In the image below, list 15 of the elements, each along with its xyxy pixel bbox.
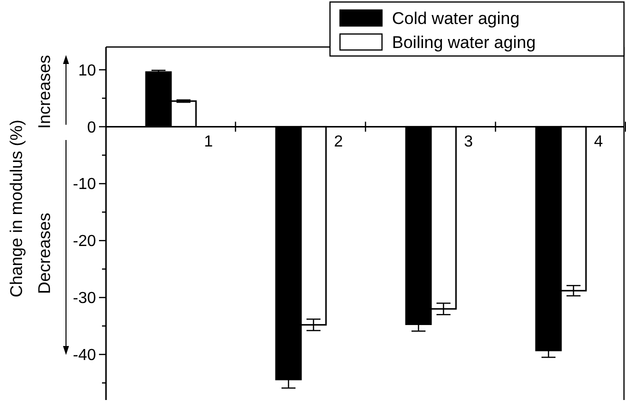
text: Increases	[35, 55, 54, 129]
x-tick-label: 3	[464, 134, 473, 151]
text: Decreases	[35, 212, 54, 294]
y-tick-label: 0	[87, 119, 96, 136]
y-tick-label: -30	[72, 290, 96, 308]
y-tick-label: -10	[72, 176, 96, 194]
x-tick-label: 4	[594, 134, 603, 151]
y-tick-label: -40	[72, 347, 96, 364]
y-tick-label: 10	[78, 62, 96, 80]
y-axis-title: Change in modulus (%)	[7, 120, 26, 298]
y-tick-label: -20	[72, 233, 96, 250]
legend-label: Cold water aging	[392, 8, 520, 28]
x-tick-label: 1	[204, 134, 213, 151]
legend-label: Boiling water aging	[392, 32, 536, 52]
x-tick-label: 2	[334, 134, 343, 151]
